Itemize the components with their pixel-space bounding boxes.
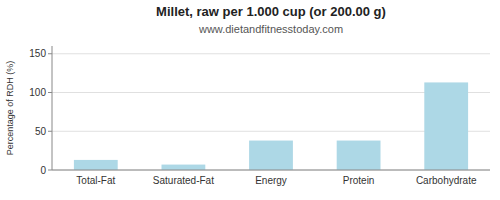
- grid-line: [52, 53, 490, 54]
- title: Millet, raw per 1.000 cup (or 200.00 g): [156, 4, 386, 19]
- y-axis-label: Percentage of RDH (%): [5, 61, 15, 156]
- tick-label: 0: [40, 165, 46, 176]
- tick-label: 100: [29, 87, 46, 98]
- tick-label: Total-Fat: [76, 175, 115, 186]
- x-axis: Total-Fat Saturated-Fat Energy Protein Carbo…: [76, 175, 477, 186]
- y-axis-line: [52, 46, 53, 170]
- bar: [162, 165, 206, 170]
- tick-label: 150: [29, 48, 46, 59]
- tick-label: 50: [35, 126, 47, 137]
- subtitle: www.dietandfitnesstoday.com: [198, 23, 343, 35]
- bar: [249, 141, 293, 170]
- bar: [337, 141, 381, 170]
- tick-mark: [48, 170, 52, 171]
- tick-label: Energy: [255, 175, 287, 186]
- tick-mark: [48, 131, 52, 132]
- tick-label: Carbohydrate: [416, 175, 477, 186]
- grid: [52, 54, 490, 170]
- tick-label: Protein: [343, 175, 375, 186]
- y-axis: 0 50 100 150: [29, 46, 52, 176]
- tick-label: Saturated-Fat: [153, 175, 214, 186]
- tick-mark: [48, 92, 52, 93]
- bars: [74, 82, 468, 170]
- bar: [424, 82, 468, 170]
- x-axis-line: [52, 170, 490, 171]
- grid-line: [52, 170, 490, 171]
- tick-mark: [48, 53, 52, 54]
- chart-svg: Millet, raw per 1.000 cup (or 200.00 g) w…: [0, 0, 500, 200]
- bar: [74, 160, 118, 170]
- chart-container: Millet, raw per 1.000 cup (or 200.00 g) w…: [0, 0, 500, 200]
